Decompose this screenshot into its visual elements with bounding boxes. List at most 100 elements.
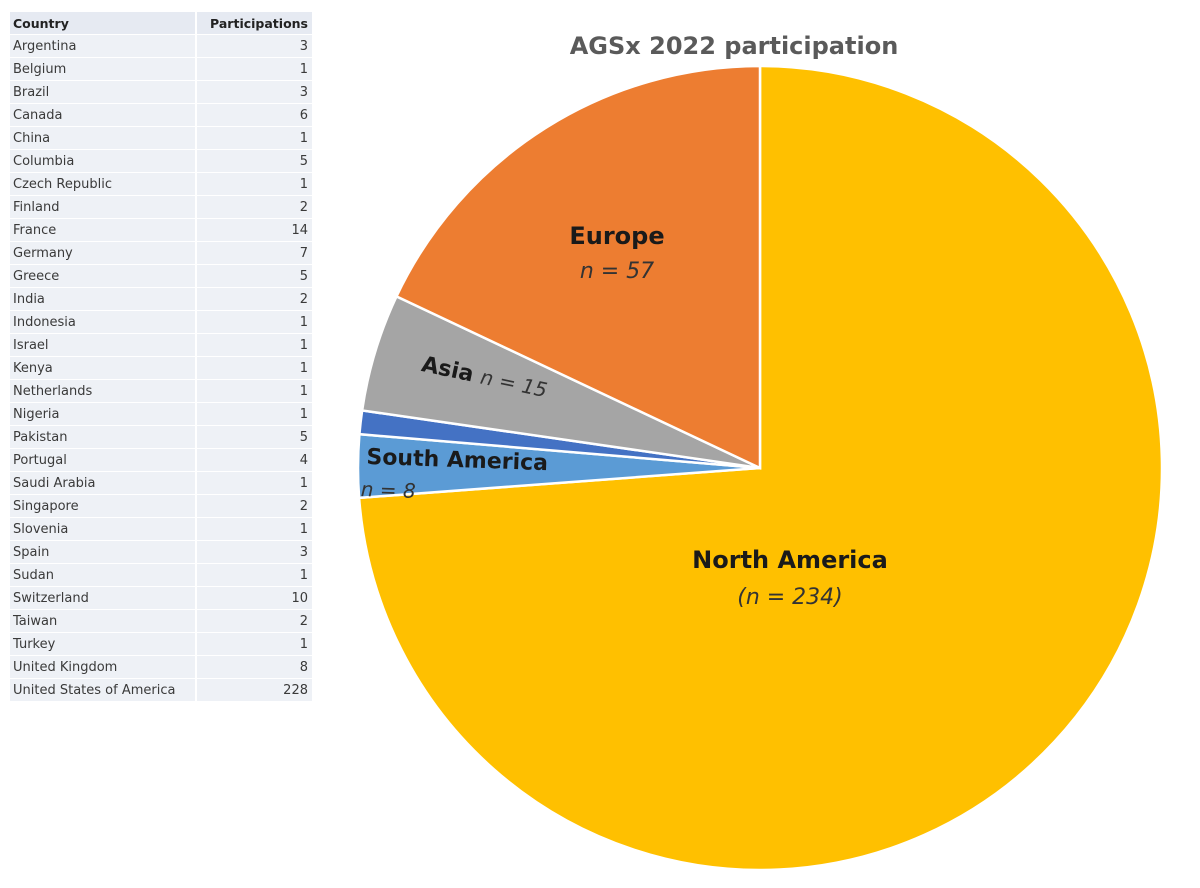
table-row: United Kingdom 8 [10,655,312,679]
table-row: Portugal 4 [10,448,312,472]
country-cell: Brazil [10,80,198,104]
table-row: India 2 [10,287,312,311]
country-cell: India [10,287,198,311]
table-row: Czech Republic 1 [10,172,312,196]
country-cell: China [10,126,198,150]
table-row: Netherlands 1 [10,379,312,403]
country-cell: Kenya [10,356,198,380]
table-row: Greece 5 [10,264,312,288]
table-row: Switzerland 10 [10,586,312,610]
table-row: Singapore 2 [10,494,312,518]
participations-cell: 6 [196,103,312,127]
participation-table: Country Participations Argentina 3 Belgium… [10,12,312,702]
pie-slices [356,64,1164,872]
slice-count-south-america: n = 8 [360,477,416,503]
table-row: Sudan 1 [10,563,312,587]
participations-cell: 2 [196,494,312,518]
country-cell: Saudi Arabia [10,471,198,495]
table-row: Israel 1 [10,333,312,357]
table-row: Finland 2 [10,195,312,219]
table-row: Kenya 1 [10,356,312,380]
country-cell: Switzerland [10,586,198,610]
table-row: Argentina 3 [10,34,312,58]
table-row: Nigeria 1 [10,402,312,426]
participations-cell: 3 [196,540,312,564]
country-cell: Nigeria [10,402,198,426]
participations-cell: 2 [196,195,312,219]
participations-cell: 5 [196,149,312,173]
slice-label-europe: Europe [569,222,664,250]
table-row: Taiwan 2 [10,609,312,633]
country-cell: Sudan [10,563,198,587]
country-cell: Portugal [10,448,198,472]
participations-cell: 2 [196,609,312,633]
country-cell: Belgium [10,57,198,81]
country-column-header: Country [10,12,198,35]
table-row: Canada 6 [10,103,312,127]
slice-count-north-america: (n = 234) [737,585,843,610]
participations-cell: 1 [196,310,312,334]
participations-cell: 228 [196,678,312,702]
pie-slice-europe [394,64,762,470]
country-cell: United Kingdom [10,655,198,679]
country-cell: Pakistan [10,425,198,449]
table-row: Turkey 1 [10,632,312,656]
country-cell: France [10,218,198,242]
participations-cell: 1 [196,57,312,81]
table-row: France 14 [10,218,312,242]
slice-count-europe: n = 57 [580,259,654,284]
table-row: Spain 3 [10,540,312,564]
country-cell: Spain [10,540,198,564]
participations-cell: 3 [196,34,312,58]
table-row: Pakistan 5 [10,425,312,449]
participations-cell: 2 [196,287,312,311]
participations-cell: 14 [196,218,312,242]
chart-title: AGSx 2022 participation [570,32,899,60]
participations-cell: 1 [196,126,312,150]
participations-cell: 1 [196,379,312,403]
participations-cell: 1 [196,402,312,426]
table-row: Belgium 1 [10,57,312,81]
participations-cell: 1 [196,172,312,196]
table-row: Brazil 3 [10,80,312,104]
country-cell: Indonesia [10,310,198,334]
country-cell: Columbia [10,149,198,173]
participations-cell: 5 [196,425,312,449]
table-body: Argentina 3 Belgium 1 Brazil 3 Canada 6 China 1 Co… [10,34,312,702]
table-row: United States of America 228 [10,678,312,702]
table-row: Saudi Arabia 1 [10,471,312,495]
country-cell: Israel [10,333,198,357]
table-row: Columbia 5 [10,149,312,173]
country-cell: Canada [10,103,198,127]
participations-column-header: Participations [196,12,312,35]
country-cell: Greece [10,264,198,288]
participations-cell: 1 [196,632,312,656]
participations-cell: 5 [196,264,312,288]
table-row: Indonesia 1 [10,310,312,334]
country-cell: Finland [10,195,198,219]
country-cell: Netherlands [10,379,198,403]
participations-cell: 10 [196,586,312,610]
slice-label-north-america: North America [692,546,888,574]
table-row: Slovenia 1 [10,517,312,541]
participations-cell: 3 [196,80,312,104]
participations-cell: 1 [196,356,312,380]
table-row: Germany 7 [10,241,312,265]
participations-cell: 8 [196,655,312,679]
participations-cell: 7 [196,241,312,265]
country-cell: Czech Republic [10,172,198,196]
participations-cell: 4 [196,448,312,472]
country-cell: United States of America [10,678,198,702]
participations-cell: 1 [196,517,312,541]
participations-cell: 1 [196,471,312,495]
country-cell: Singapore [10,494,198,518]
country-cell: Turkey [10,632,198,656]
table-header-row: Country Participations [10,12,312,35]
participations-cell: 1 [196,333,312,357]
country-cell: Germany [10,241,198,265]
participations-cell: 1 [196,563,312,587]
country-cell: Slovenia [10,517,198,541]
table-row: China 1 [10,126,312,150]
